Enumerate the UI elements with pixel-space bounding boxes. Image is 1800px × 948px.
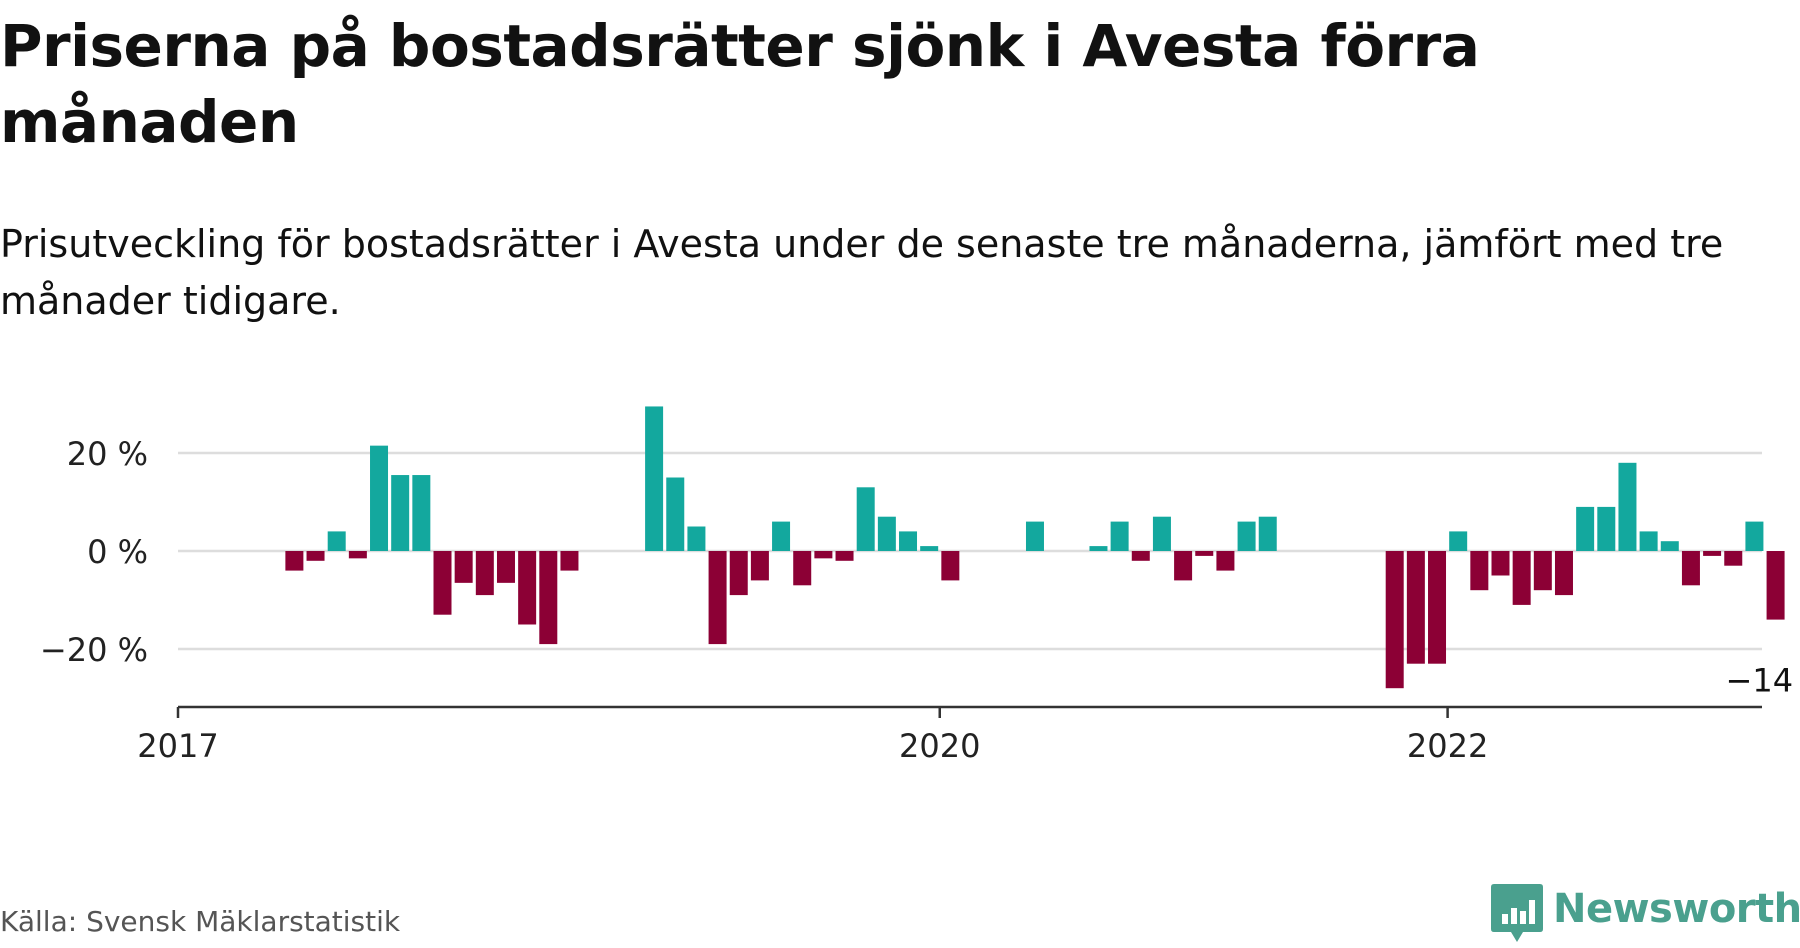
bar-2021-10 — [1385, 551, 1404, 689]
bar-2017-10 — [370, 445, 389, 551]
bar-2022-09 — [1618, 462, 1637, 551]
bar-2023-03 — [1745, 521, 1764, 551]
bar-2018-05 — [518, 551, 537, 625]
bar-2020-12 — [1174, 551, 1193, 581]
bar-2021-04 — [1258, 516, 1277, 551]
x-tick-label: 2020 — [899, 727, 980, 765]
bar-2018-04 — [496, 551, 515, 583]
bar-2018-07 — [560, 551, 579, 571]
x-axis: 2017 2020 2022 — [137, 705, 1762, 765]
bar-2020-01 — [941, 551, 960, 581]
newsworthy-logo-text: Newsworthy — [1553, 886, 1800, 932]
bar-2021-01 — [1195, 551, 1214, 556]
bar-2017-11 — [391, 475, 410, 551]
bar-2019-01 — [687, 526, 706, 551]
bar-2021-02 — [1216, 551, 1235, 571]
x-tick-label: 2017 — [137, 727, 218, 765]
bar-2022-10 — [1639, 531, 1658, 551]
bar-2022-12 — [1681, 551, 1700, 586]
y-tick-label: 0 % — [87, 533, 148, 571]
latest-value-annotation: −14 % — [1726, 662, 1800, 700]
bar-2022-03 — [1491, 551, 1510, 576]
bar-2022-05 — [1533, 551, 1552, 591]
bar-2017-07 — [306, 551, 325, 561]
bar-2020-09 — [1110, 521, 1129, 551]
bars — [285, 406, 1785, 689]
y-tick-label: 20 % — [67, 435, 148, 473]
bar-2022-06 — [1554, 551, 1573, 596]
bar-2018-06 — [539, 551, 558, 645]
bar-2021-12 — [1428, 551, 1447, 664]
newsworthy-logo[interactable]: Newsworthy — [1491, 884, 1800, 944]
bar-2019-09 — [856, 487, 875, 551]
x-tick-label: 2022 — [1407, 727, 1488, 765]
bar-2019-02 — [708, 551, 727, 645]
y-tick-label: −20 % — [40, 631, 148, 669]
bar-2022-08 — [1597, 506, 1616, 551]
bar-2022-02 — [1470, 551, 1489, 591]
bar-2020-08 — [1089, 546, 1108, 551]
bar-2019-10 — [877, 516, 896, 551]
chart-title: Priserna på bostadsrätter sjönk i Avesta… — [0, 12, 1480, 156]
bar-2022-11 — [1660, 541, 1679, 551]
bar-2021-11 — [1406, 551, 1425, 664]
bar-2021-03 — [1237, 521, 1256, 551]
bar-2018-03 — [475, 551, 494, 596]
bar-2020-10 — [1131, 551, 1150, 561]
bar-2019-11 — [899, 531, 918, 551]
newsworthy-logo-icon — [1491, 884, 1543, 942]
bar-2017-06 — [285, 551, 304, 571]
source-note: Källa: Svensk Mäklarstatistik — [0, 905, 401, 938]
bar-2017-12 — [412, 475, 431, 551]
bar-2019-05 — [772, 521, 791, 551]
bar-2017-09 — [348, 551, 367, 559]
bar-2022-07 — [1576, 506, 1595, 551]
annotation-background — [1720, 659, 1800, 702]
bar-2019-07 — [814, 551, 833, 559]
bar-2019-06 — [793, 551, 812, 586]
labels: 20 % 0 % −20 % −14 % — [40, 435, 1800, 702]
bar-2019-12 — [920, 546, 939, 551]
bar-2023-02 — [1724, 551, 1743, 566]
bar-2018-12 — [666, 477, 685, 551]
bar-2023-04 — [1766, 551, 1785, 620]
bar-2022-01 — [1449, 531, 1468, 551]
bar-2019-03 — [729, 551, 748, 596]
bar-2023-01 — [1703, 551, 1722, 556]
bar-2022-04 — [1512, 551, 1531, 605]
bar-2019-04 — [750, 551, 769, 581]
bar-2018-02 — [454, 551, 473, 583]
bar-2018-11 — [645, 406, 664, 551]
bar-2020-11 — [1152, 516, 1171, 551]
bar-2019-08 — [835, 551, 854, 561]
bar-2020-05 — [1025, 521, 1044, 551]
bar-2018-01 — [433, 551, 452, 615]
bar-2017-08 — [327, 531, 346, 551]
chart-subtitle: Prisutveckling för bostadsrätter i Avest… — [0, 222, 1724, 323]
